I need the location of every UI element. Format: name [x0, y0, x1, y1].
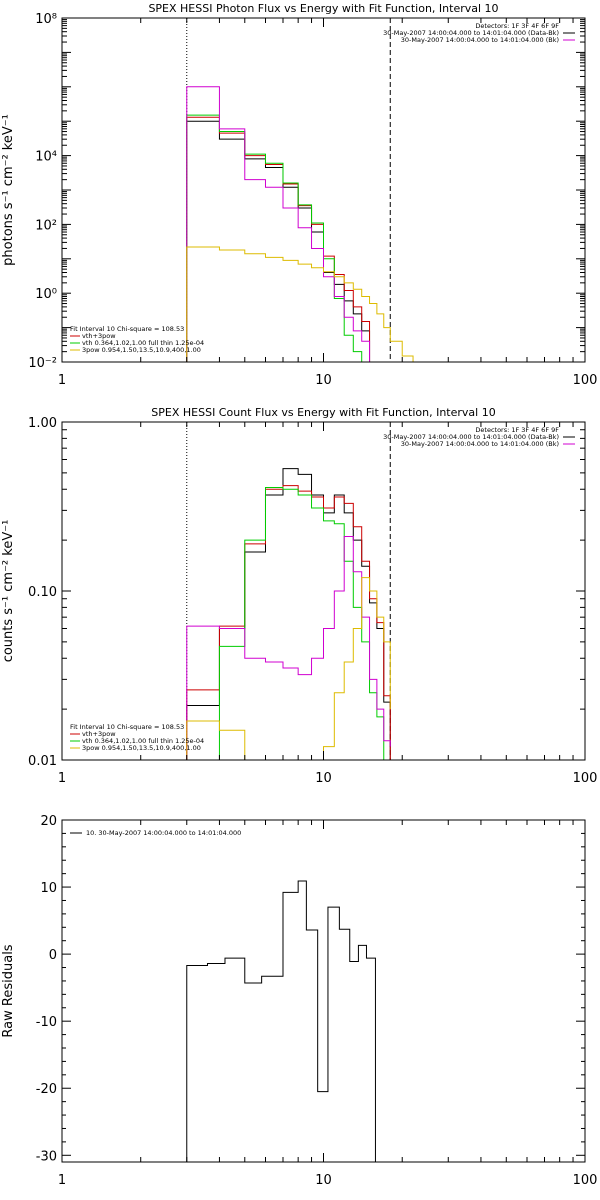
legend-entry: 3pow 0.954,1.50,13.5,10.9,400,1.00 — [82, 346, 201, 354]
y-tick-label: 20 — [40, 814, 57, 829]
series-line-2 — [186, 486, 391, 760]
legend-entry: vth 0.364,1.02,1.00 full thin 1.25e-04 — [82, 339, 204, 347]
legend-entry: 30-May-2007 14:00:04.000 to 14:01:04.000… — [401, 36, 559, 44]
series-line-1 — [186, 116, 371, 362]
y-tick-label: 0.01 — [28, 754, 57, 769]
y-tick-label: 1.00 — [28, 416, 57, 431]
series-line-0 — [186, 120, 371, 362]
residuals-panel: Raw Residuals 1 10 100 -30 -20 -10 0 10 20 10. 30-… — [1, 814, 597, 1188]
y-tick-label: 10⁴ — [35, 150, 57, 165]
plot-frame — [61, 17, 586, 363]
legend-entry: vth+3pow — [82, 332, 116, 340]
y-tick-label: -30 — [36, 1149, 57, 1164]
y-tick-label: 10⁸ — [35, 12, 57, 27]
series-line-1 — [186, 485, 391, 760]
series-line-0 — [186, 468, 391, 760]
series-group — [186, 86, 428, 362]
series-group — [186, 468, 391, 760]
legend-entry: vth+3pow — [82, 730, 116, 738]
count-flux-panel: SPEX HESSI Count Flux vs Energy with Fit… — [1, 406, 597, 786]
x-tick-label: 10 — [315, 373, 332, 388]
y-axis-label: photons s⁻¹ cm⁻² keV⁻¹ — [1, 114, 16, 266]
y-tick-label: 10⁻² — [28, 356, 57, 371]
x-tick-label: 100 — [573, 1173, 598, 1188]
y-tick-label: 10² — [35, 218, 57, 233]
series-line-3 — [186, 536, 391, 760]
plot-frame — [61, 819, 586, 1163]
legend-entry: Detectors: 1F 3F 4F 6F 9F — [475, 22, 559, 30]
legend-entry: 30-May-2007 14:00:04.000 to 14:01:04.000… — [401, 440, 559, 448]
photon-flux-panel: SPEX HESSI Photon Flux vs Energy with Fi… — [1, 2, 597, 388]
x-tick-label: 1 — [58, 1173, 66, 1188]
series-line-4 — [186, 246, 428, 362]
legend-entry: Fit Interval 10 Chi-square = 108.53 — [70, 723, 184, 731]
x-tick-label: 1 — [58, 771, 66, 786]
y-tick-label: 0.10 — [28, 585, 57, 600]
x-tick-label: 100 — [573, 771, 598, 786]
legend-entry: vth 0.364,1.02,1.00 full thin 1.25e-04 — [82, 737, 204, 745]
series-line-2 — [186, 114, 370, 362]
legend-entry: 3pow 0.954,1.50,13.5,10.9,400,1.00 — [82, 744, 201, 752]
y-axis-label: Raw Residuals — [1, 944, 16, 1037]
legend-entry: 30-May-2007 14:00:04.000 to 14:01:04.000… — [383, 29, 559, 37]
series-line-3 — [186, 86, 371, 362]
plot-frame — [61, 421, 586, 761]
x-tick-label: 100 — [573, 373, 598, 388]
x-tick-label: 10 — [315, 771, 332, 786]
y-tick-label: 10⁰ — [35, 287, 57, 302]
y-tick-label: -20 — [36, 1082, 57, 1097]
legend-entry: Fit Interval 10 Chi-square = 108.53 — [70, 325, 184, 333]
chart-title: SPEX HESSI Photon Flux vs Energy with Fi… — [148, 2, 498, 15]
series-group — [186, 880, 391, 1162]
x-tick-label: 1 — [58, 373, 66, 388]
legend-entry: Detectors: 1F 3F 4F 6F 9F — [475, 426, 559, 434]
series-line-4 — [186, 577, 391, 760]
y-tick-label: -10 — [36, 1015, 57, 1030]
series-line-0 — [186, 880, 391, 1162]
y-tick-label: 10 — [40, 881, 57, 896]
legend-entry: 30-May-2007 14:00:04.000 to 14:01:04.000… — [383, 433, 559, 441]
y-axis-label: counts s⁻¹ cm⁻² keV⁻¹ — [1, 520, 16, 663]
legend-entry: 10. 30-May-2007 14:00:04.000 to 14:01:04… — [86, 829, 241, 837]
y-tick-label: 0 — [49, 948, 57, 963]
x-tick-label: 10 — [315, 1173, 332, 1188]
chart-title: SPEX HESSI Count Flux vs Energy with Fit… — [151, 406, 495, 419]
